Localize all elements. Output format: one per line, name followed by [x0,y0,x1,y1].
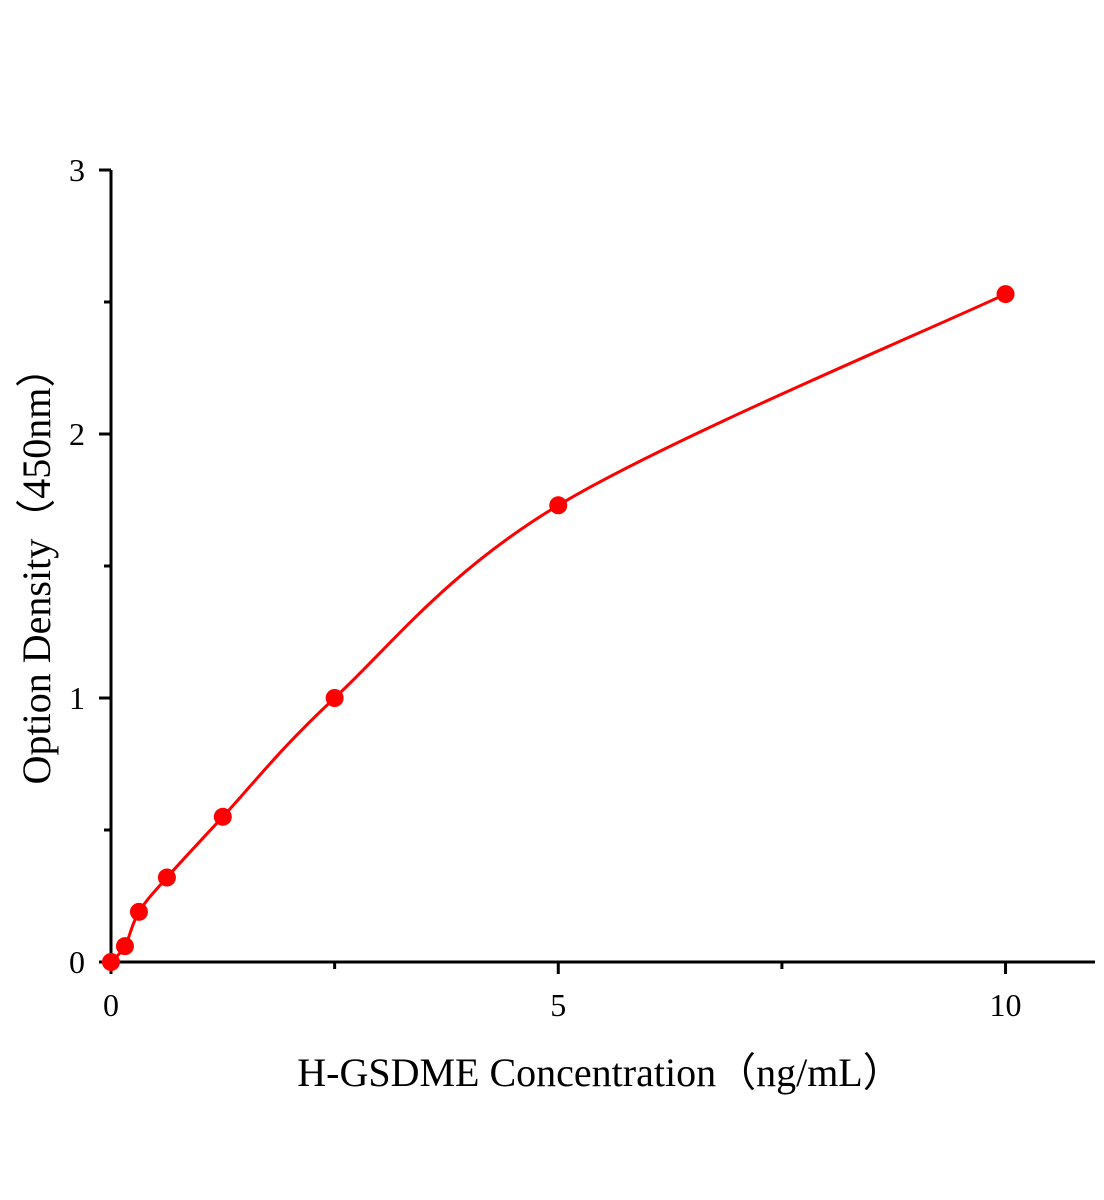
axes: 0 5 10 0 1 2 3 [69,152,1095,1023]
x-tick-label: 5 [550,987,566,1023]
fit-curve [109,292,1007,964]
data-point [157,868,176,887]
data-point [325,689,344,707]
y-axis-label: Option Density（450nm） [14,348,59,785]
x-tick-label: 10 [990,987,1022,1023]
data-point [129,902,148,921]
y-tick-label: 1 [69,680,85,716]
data-point [102,953,120,971]
y-tick-label: 0 [69,944,85,980]
data-point [549,496,568,515]
data-point [115,937,134,956]
data-point [996,285,1015,304]
x-tick-label: 0 [103,987,119,1023]
y-tick-label: 3 [69,152,85,188]
data-point [213,807,232,826]
y-tick-label: 2 [69,416,85,452]
x-axis-label: H-GSDME Concentration（ng/mL） [297,1050,903,1095]
plot-marks [102,285,1015,971]
